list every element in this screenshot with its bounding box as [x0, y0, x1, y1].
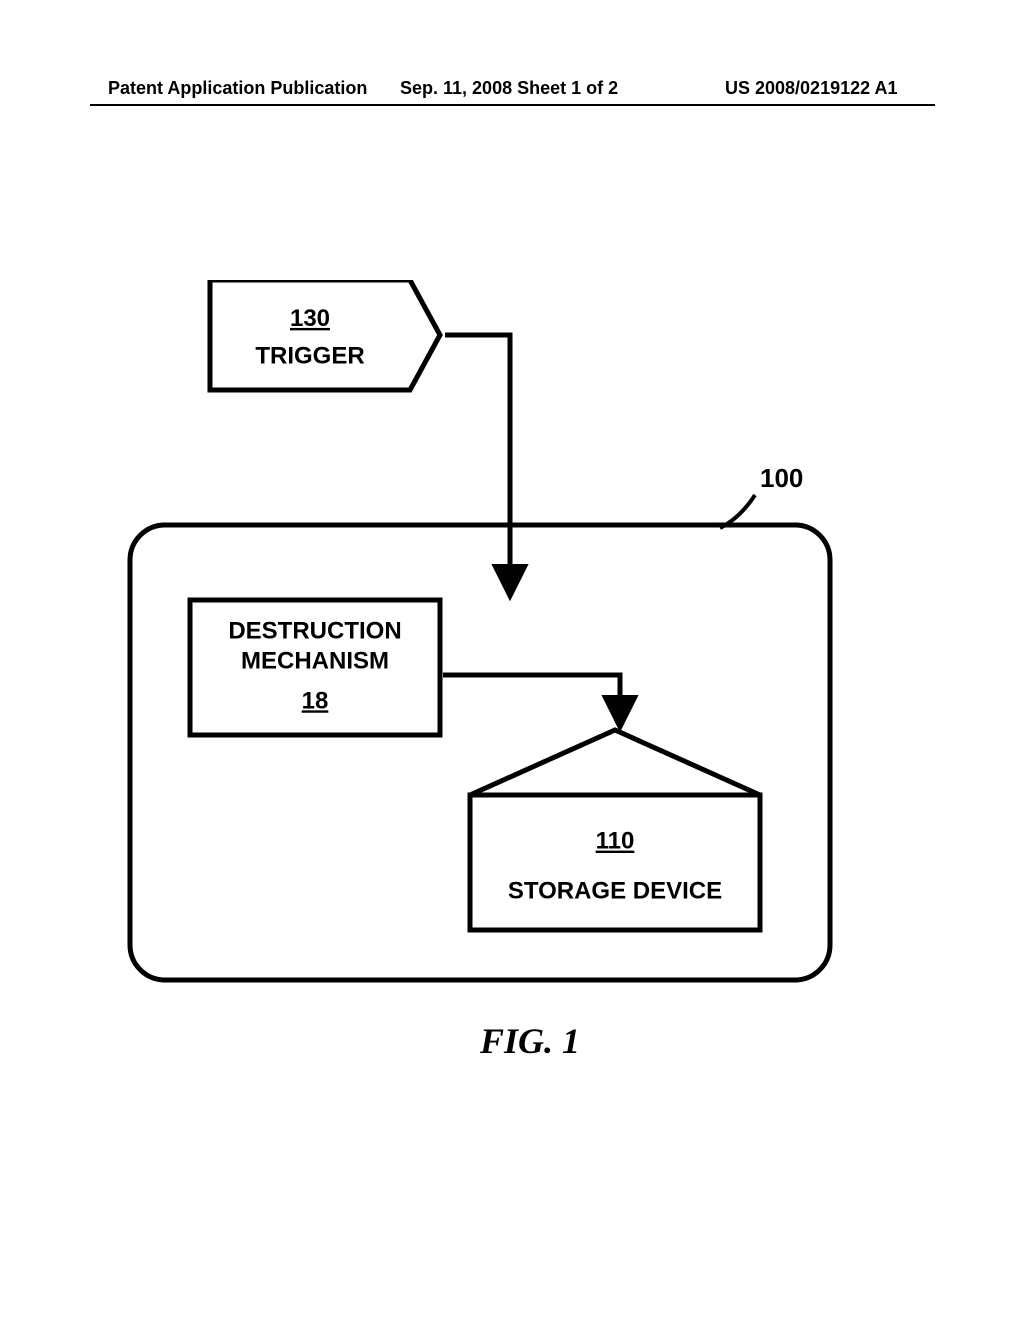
header-left: Patent Application Publication: [108, 78, 367, 99]
svg-text:TRIGGER: TRIGGER: [255, 342, 364, 369]
page: { "header": { "left": "Patent Applicatio…: [0, 0, 1024, 1320]
svg-text:110: 110: [596, 828, 635, 855]
svg-text:18: 18: [302, 687, 329, 714]
svg-text:STORAGE DEVICE: STORAGE DEVICE: [508, 878, 722, 905]
header-right: US 2008/0219122 A1: [725, 78, 897, 99]
svg-text:MECHANISM: MECHANISM: [241, 647, 389, 674]
figure-svg: 130 TRIGGER DESTRUCTION MECHANISM 18 110 STORA…: [100, 280, 924, 1080]
svg-text:DESTRUCTION: DESTRUCTION: [228, 617, 401, 644]
header-rule: [90, 104, 935, 106]
figure-label: FIG. 1: [480, 1020, 580, 1062]
svg-text:130: 130: [290, 305, 330, 332]
svg-text:100: 100: [760, 463, 803, 493]
header-center: Sep. 11, 2008 Sheet 1 of 2: [400, 78, 618, 99]
figure-1: 130 TRIGGER DESTRUCTION MECHANISM 18 110 STORA…: [100, 280, 924, 1080]
